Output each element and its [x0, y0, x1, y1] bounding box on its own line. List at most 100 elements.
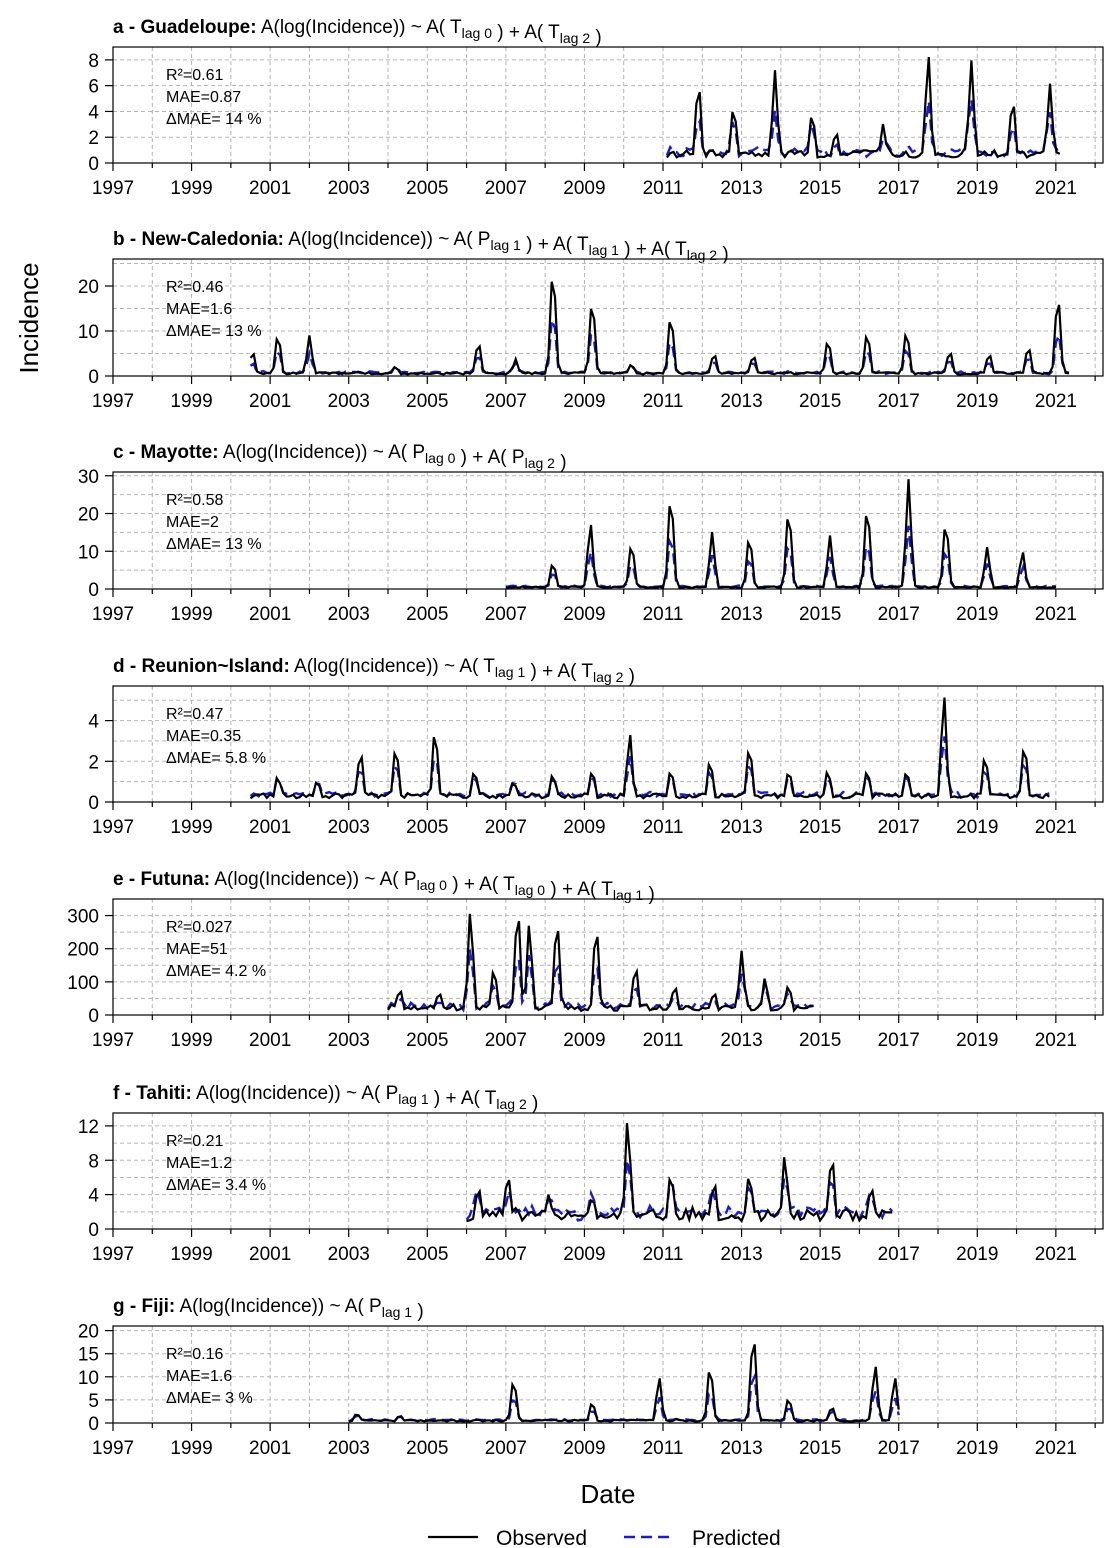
formula-subscript: lag 2: [560, 30, 591, 46]
x-tick-label: 2017: [878, 1030, 920, 1051]
x-tick-label: 1997: [92, 1244, 134, 1265]
x-tick-label: 2009: [563, 1244, 605, 1265]
formula-text: ) + A( T: [545, 879, 613, 900]
x-tick-label: 2019: [956, 604, 998, 625]
x-tick-label: 2009: [563, 391, 605, 412]
formula-text: A(log(Incidence)) ~ A( T: [294, 656, 495, 677]
x-tick-label: 1997: [92, 817, 134, 838]
x-tick-label: 2017: [878, 1438, 920, 1459]
x-tick-label: 2021: [1035, 1438, 1077, 1459]
x-tick-label: 2003: [328, 1244, 370, 1265]
x-tick-label: 2015: [799, 604, 841, 625]
formula-text: ) + A( T: [619, 239, 687, 260]
y-tick-label: 8: [88, 1151, 99, 1172]
x-tick-label: 2013: [720, 1438, 762, 1459]
x-tick-label: 2021: [1035, 1030, 1077, 1051]
plot-frame: [113, 899, 1103, 1015]
x-tick-label: 2019: [956, 817, 998, 838]
y-tick-label: 0: [88, 793, 99, 814]
panel-stat: MAE=1.2: [166, 1155, 232, 1172]
panel-stat: MAE=0.87: [166, 89, 241, 106]
plot-frame: [113, 686, 1103, 802]
x-tick-label: 2015: [799, 817, 841, 838]
x-tick-label: 2017: [878, 391, 920, 412]
formula-subscript: lag 2: [593, 669, 624, 685]
x-tick-label: 2011: [643, 604, 684, 625]
formula-text: ): [643, 884, 655, 905]
x-tick-label: 2007: [485, 817, 527, 838]
panel-stat: MAE=2: [166, 514, 219, 531]
x-tick-label: 2001: [249, 1030, 291, 1051]
formula-text: ) + A( T: [429, 1088, 497, 1109]
x-tick-label: 2015: [799, 391, 841, 412]
formula-text: ) + A( T: [492, 22, 560, 43]
y-tick-label: 5: [88, 1391, 99, 1412]
panel-b: b - New-Caledonia: A(log(Incidence)) ~ A…: [78, 229, 1103, 412]
y-tick-label: 8: [88, 51, 99, 72]
grid: [113, 472, 1103, 589]
x-tick-label: 2019: [956, 1244, 998, 1265]
formula-text: ) + A( T: [521, 234, 589, 255]
y-tick-label: 4: [88, 102, 99, 123]
x-tick-label: 2003: [328, 1030, 370, 1051]
x-tick-label: 2001: [249, 817, 291, 838]
x-tick-label: 2011: [643, 391, 684, 412]
panel-stat: MAE=1.6: [166, 301, 232, 318]
x-tick-label: 1999: [170, 1244, 212, 1265]
grid: [113, 899, 1103, 1015]
x-tick-label: 1999: [170, 604, 212, 625]
formula-text: ): [527, 1093, 539, 1114]
x-tick-label: 2005: [406, 178, 448, 199]
x-tick-label: 2013: [720, 817, 762, 838]
x-tick-label: 1999: [170, 1030, 212, 1051]
observed-series-line: [251, 282, 1070, 375]
y-tick-label: 15: [78, 1345, 99, 1366]
formula-text: ): [412, 1301, 424, 1322]
panel-stat: R²=0.58: [166, 492, 223, 509]
x-tick-label: 2015: [799, 1244, 841, 1265]
x-tick-label: 2013: [720, 1244, 762, 1265]
x-tick-label: 2007: [485, 178, 527, 199]
x-tick-label: 2021: [1035, 178, 1077, 199]
x-tick-label: 2005: [406, 1244, 448, 1265]
x-tick-label: 1997: [92, 178, 134, 199]
x-tick-label: 2013: [720, 604, 762, 625]
y-tick-label: 12: [78, 1117, 99, 1138]
x-tick-label: 2021: [1035, 1244, 1077, 1265]
x-axis-label: Date: [581, 1479, 636, 1509]
x-tick-label: 2003: [328, 178, 370, 199]
x-tick-label: 2003: [328, 1438, 370, 1459]
formula-subscript: lag 1: [589, 242, 620, 258]
formula-text: ) + A( T: [447, 874, 515, 895]
x-tick-label: 2011: [643, 1438, 684, 1459]
observed-series-line: [251, 698, 1050, 799]
y-tick-label: 10: [78, 542, 99, 563]
x-tick-label: 2013: [720, 178, 762, 199]
x-tick-label: 2007: [485, 1244, 527, 1265]
formula-text: ): [623, 666, 635, 687]
x-tick-label: 1997: [92, 1030, 134, 1051]
y-tick-label: 10: [78, 322, 99, 343]
panel-stat: R²=0.027: [166, 919, 232, 936]
x-tick-label: 2001: [249, 1244, 291, 1265]
panel-title: a - Guadeloupe: A(log(Incidence)) ~ A( T…: [113, 17, 602, 48]
y-tick-label: 20: [78, 277, 99, 298]
panel-title: b - New-Caledonia: A(log(Incidence)) ~ A…: [113, 229, 729, 265]
panel-title-region: g - Fiji:: [113, 1296, 175, 1317]
y-tick-label: 2: [88, 128, 99, 149]
grid: [113, 1113, 1103, 1229]
y-tick-label: 30: [78, 467, 99, 488]
formula-subscript: lag 1: [495, 664, 526, 680]
x-tick-label: 2007: [485, 1438, 527, 1459]
formula-text: A(log(Incidence)) ~ A( P: [214, 869, 416, 890]
x-tick-label: 2021: [1035, 604, 1077, 625]
x-tick-label: 2003: [328, 604, 370, 625]
x-tick-label: 2001: [249, 178, 291, 199]
formula-text: ): [555, 452, 567, 473]
legend-predicted-label: Predicted: [692, 1527, 781, 1548]
x-tick-label: 2009: [563, 604, 605, 625]
x-tick-label: 2005: [406, 604, 448, 625]
formula-text: A(log(Incidence)) ~ A( T: [261, 17, 462, 38]
formula-subscript: lag 0: [462, 25, 493, 41]
panel-title-region: f - Tahiti:: [113, 1083, 192, 1104]
